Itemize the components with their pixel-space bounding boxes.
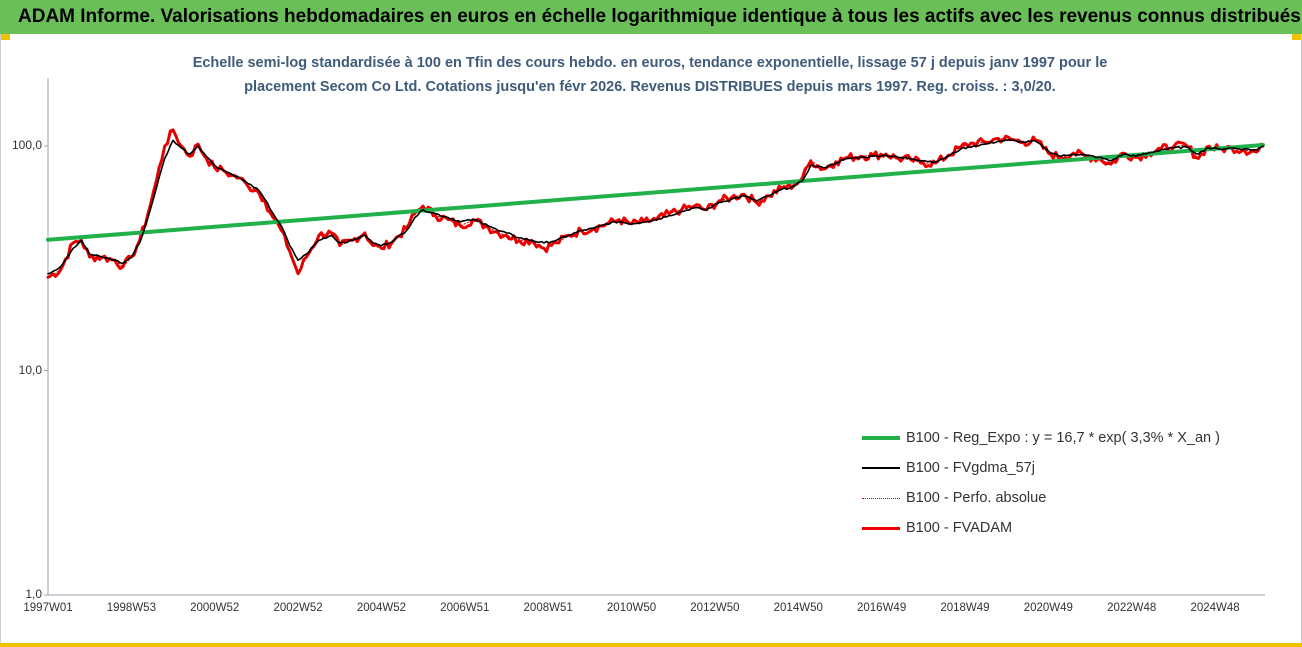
x-tick-label: 2012W50 — [690, 602, 740, 614]
legend-item: B100 - Perfo. absolue — [862, 488, 1046, 508]
y-tick-label: 100,0 — [11, 138, 42, 152]
legend-swatch — [862, 436, 900, 440]
x-tick-label: 2000W52 — [190, 602, 240, 614]
page-banner-title: ADAM Informe. Valorisations hebdomadaire… — [0, 0, 1302, 34]
y-tick-label: 1,0 — [25, 587, 42, 601]
legend-item: B100 - FVADAM — [862, 518, 1012, 538]
x-tick-label: 2022W48 — [1107, 602, 1157, 614]
x-tick-label: 1998W53 — [106, 602, 156, 614]
legend-label: B100 - Perfo. absolue — [906, 490, 1047, 506]
series-line-2 — [47, 129, 1264, 278]
x-tick-label: 2024W48 — [1190, 602, 1240, 614]
x-tick-label: 2014W50 — [773, 602, 823, 614]
legend-label: B100 - FVgdma_57j — [906, 460, 1035, 476]
banner-corner-right — [1292, 34, 1302, 40]
series-line-0 — [46, 143, 1265, 242]
chart-title-line-1: Echelle semi-log standardisée à 100 en T… — [192, 55, 1108, 71]
x-tick-label: 2018W49 — [940, 602, 990, 614]
x-tick-label: 2006W51 — [440, 602, 490, 614]
x-tick-label: 2020W49 — [1023, 602, 1073, 614]
legend-swatch — [862, 467, 900, 469]
chart-title-line-2: placement Secom Co Ltd. Cotations jusqu'… — [244, 79, 1056, 95]
x-tick-label: 1997W01 — [23, 602, 73, 614]
legend-item: B100 - Reg_Expo : y = 16,7 * exp( 3,3% *… — [862, 428, 1220, 448]
legend-label: B100 - FVADAM — [906, 520, 1013, 536]
x-tick-label: 2004W52 — [356, 602, 407, 614]
legend-swatch — [862, 526, 900, 530]
legend-label: B100 - Reg_Expo : y = 16,7 * exp( 3,3% *… — [906, 430, 1220, 446]
x-tick-label: 2016W49 — [856, 602, 907, 614]
y-tick-label: 10,0 — [18, 362, 42, 377]
axis-layer — [44, 78, 1265, 596]
legend-swatch — [862, 497, 900, 499]
series-line-1 — [47, 139, 1264, 275]
x-tick-label: 2008W51 — [523, 602, 573, 614]
bottom-accent-bar — [0, 643, 1302, 647]
series-layer — [46, 128, 1265, 279]
legend-item: B100 - FVgdma_57j — [862, 458, 1035, 478]
series-line-3 — [46, 128, 1265, 279]
x-tick-label: 2002W52 — [273, 602, 323, 614]
banner-corner-left — [0, 34, 10, 40]
x-tick-label: 2010W50 — [606, 602, 657, 614]
